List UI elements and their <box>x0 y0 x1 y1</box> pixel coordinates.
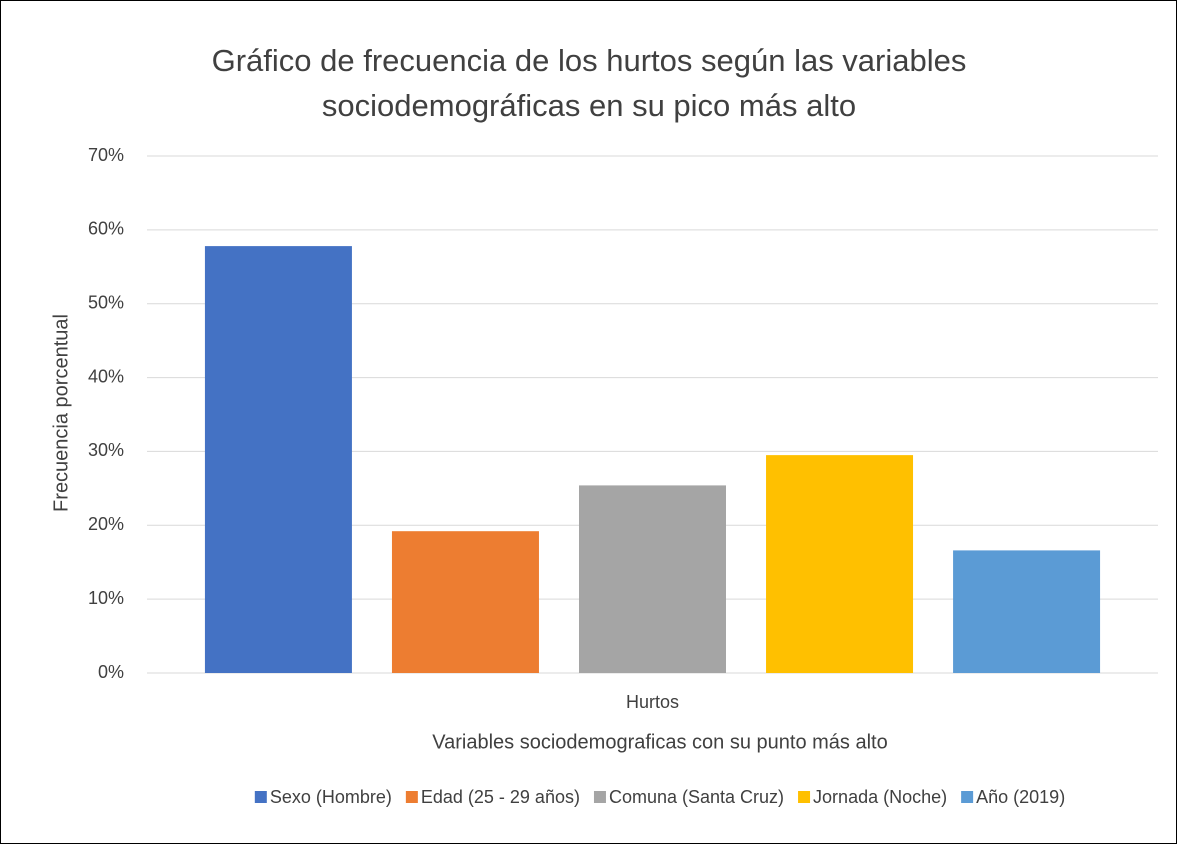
legend-swatch <box>593 791 606 803</box>
bar <box>391 531 539 673</box>
y-tick-label: 40% <box>88 366 124 386</box>
legend-swatch <box>254 791 267 803</box>
bar <box>766 455 914 673</box>
legend-swatch <box>798 791 811 803</box>
legend-label: Año (2019) <box>976 787 1065 807</box>
legend-label: Sexo (Hombre) <box>270 787 392 807</box>
legend-label: Comuna (Santa Cruz) <box>609 787 784 807</box>
legend-swatch <box>961 791 974 803</box>
bar <box>953 550 1101 673</box>
y-tick-label: 20% <box>88 514 124 534</box>
bar <box>579 485 726 673</box>
y-tick-label: 30% <box>88 440 124 460</box>
x-tick-label: Hurtos <box>626 692 679 712</box>
y-tick-label: 10% <box>88 588 124 608</box>
y-tick-label: 70% <box>88 145 124 165</box>
y-tick-label: 50% <box>88 292 124 312</box>
y-tick-label: 60% <box>88 219 124 239</box>
legend-swatch <box>405 791 418 803</box>
legend-label: Edad (25 - 29 años) <box>421 787 580 807</box>
legend-label: Jornada (Noche) <box>813 787 947 807</box>
y-tick-label: 0% <box>98 662 124 682</box>
bar <box>204 246 352 673</box>
chart-title: Gráfico de frecuencia de los hurtos segú… <box>211 43 967 123</box>
y-axis-title: Frecuencia porcentual <box>50 314 72 512</box>
x-axis-title: Variables sociodemograficas con su punto… <box>432 731 887 753</box>
